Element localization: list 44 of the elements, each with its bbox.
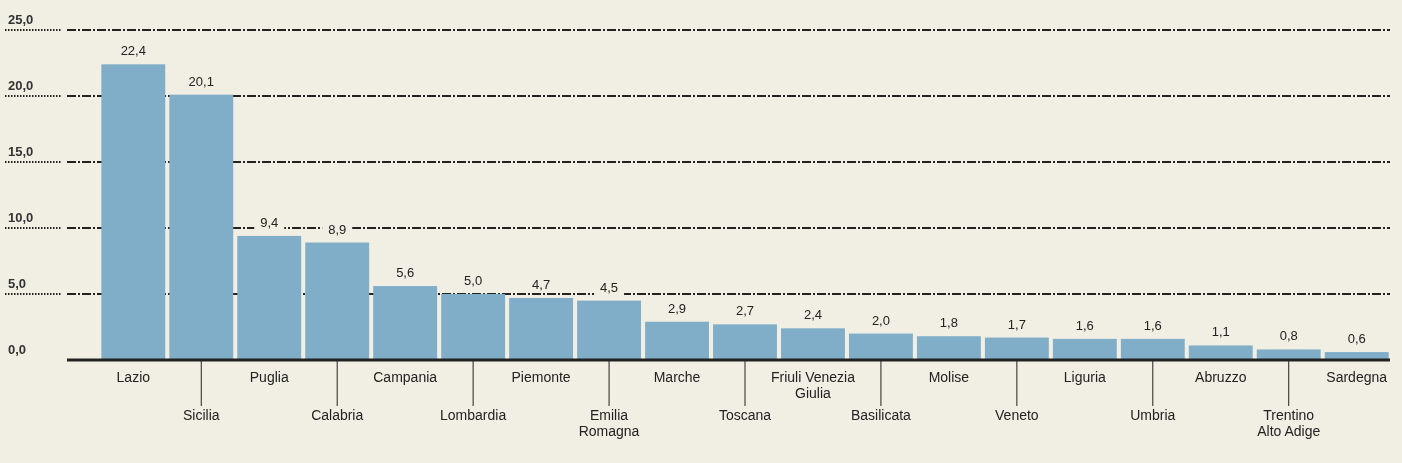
x-tick-label: Lazio — [116, 369, 151, 385]
data-label: 2,9 — [667, 300, 687, 316]
x-tick-label: Piemonte — [511, 369, 571, 385]
y-tick-label: 20,0 — [8, 78, 34, 93]
data-label: 5,0 — [464, 273, 483, 288]
data-label: 1,1 — [1211, 324, 1230, 340]
data-label: 2,7 — [735, 303, 755, 319]
x-tick-label: Calabria — [311, 407, 364, 423]
data-label: 22,4 — [120, 43, 146, 59]
y-tick-label: 25,0 — [8, 12, 34, 27]
x-tick-label: Campania — [373, 369, 438, 385]
data-label: 4,7 — [532, 276, 551, 292]
x-tick-label: Umbria — [1130, 407, 1176, 423]
data-label: 8,9 — [328, 221, 347, 237]
y-tick-label: 15,0 — [8, 144, 34, 159]
x-tick-label: Sardegna — [1326, 369, 1388, 385]
x-tick-label: Liguria — [1063, 369, 1107, 385]
data-label: 0,8 — [1279, 328, 1298, 344]
x-tick-label: Abruzzo — [1195, 369, 1247, 385]
x-tick-label: Puglia — [249, 369, 289, 385]
data-label: 1,7 — [1007, 316, 1026, 332]
data-label: 0,6 — [1347, 331, 1366, 347]
x-tick-label: Trentino Alto Adige — [1257, 407, 1321, 439]
data-label: 4,5 — [600, 279, 619, 295]
data-label: 2,4 — [803, 307, 823, 323]
x-tick-label: Marche — [653, 369, 701, 385]
x-tick-label: Lombardia — [440, 407, 507, 423]
x-tick-label: Emilia Romagna — [578, 407, 640, 439]
x-tick-label: Veneto — [995, 407, 1039, 423]
data-label: 1,6 — [1075, 317, 1094, 333]
data-label: 1,8 — [939, 315, 958, 331]
x-tick-label: Toscana — [718, 407, 772, 423]
data-label: 5,6 — [396, 265, 415, 281]
y-tick-label: 5,0 — [8, 276, 27, 291]
data-label: 1,6 — [1143, 317, 1162, 333]
data-label: 9,4 — [260, 214, 279, 230]
x-tick-label: Friuli Venezia Giulia — [770, 369, 856, 401]
data-label: 20,1 — [188, 73, 214, 89]
y-tick-label: 10,0 — [8, 210, 34, 225]
x-tick-label: Basilicata — [850, 407, 912, 423]
x-tick-label: Sicilia — [182, 407, 220, 423]
data-label: 2,0 — [871, 312, 890, 328]
y-tick-label: 0,0 — [8, 342, 27, 357]
x-tick-label: Molise — [928, 369, 970, 385]
